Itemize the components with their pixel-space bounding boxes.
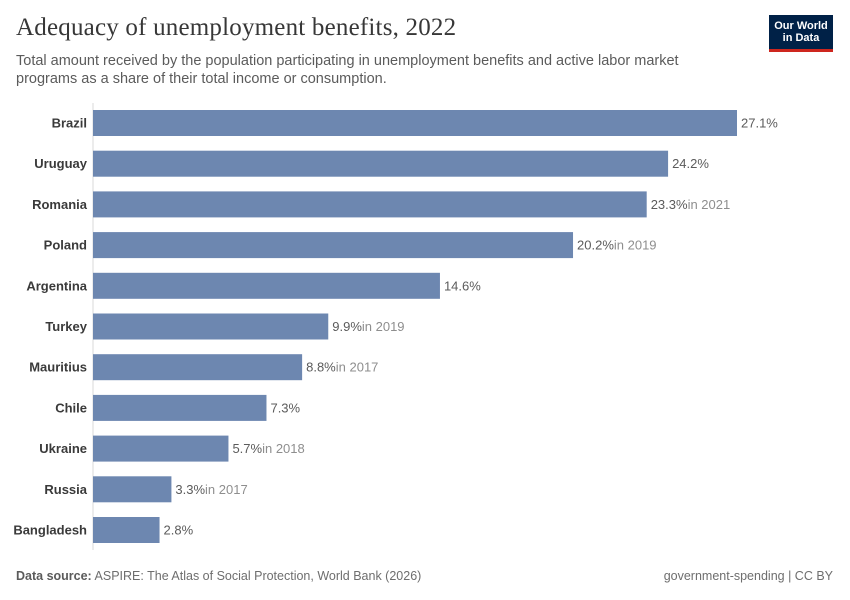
year-note: in 2019	[614, 238, 657, 253]
logo-line-2: in Data	[782, 32, 820, 44]
category-label: Uruguay	[34, 156, 88, 171]
data-source-link[interactable]: ASPIRE: The Atlas of Social Protection, …	[94, 569, 422, 583]
year-note: in 2019	[362, 319, 405, 334]
bar	[93, 354, 303, 381]
category-label: Romania	[32, 197, 88, 212]
value-label: 8.8%in 2017	[306, 360, 378, 375]
value-label: 2.8%	[164, 523, 194, 538]
category-label: Chile	[55, 400, 87, 415]
value-label: 3.3%in 2017	[175, 482, 247, 497]
owid-logo[interactable]: Our World in Data	[769, 15, 833, 52]
category-label: Bangladesh	[13, 523, 87, 538]
value-label: 23.3%in 2021	[651, 197, 731, 212]
category-label: Brazil	[52, 116, 87, 131]
bar	[93, 191, 647, 218]
category-label: Turkey	[45, 319, 87, 334]
value-label: 20.2%in 2019	[577, 238, 657, 253]
logo-line-1: Our World	[774, 20, 828, 32]
year-note: in 2017	[336, 360, 379, 375]
value-label: 9.9%in 2019	[332, 319, 404, 334]
value-label: 24.2%	[672, 156, 709, 171]
bar	[93, 313, 329, 340]
category-label: Russia	[44, 482, 87, 497]
value-label: 27.1%	[741, 116, 778, 131]
bar	[93, 517, 160, 543]
bar	[93, 435, 229, 462]
license-note[interactable]: government-spending | CC BY	[663, 569, 833, 583]
category-label: Poland	[44, 238, 87, 253]
value-label: 7.3%	[270, 400, 300, 415]
bar	[93, 110, 737, 136]
value-label: 14.6%	[444, 278, 481, 293]
bar	[93, 394, 267, 421]
bar	[93, 150, 669, 177]
bar	[93, 232, 574, 259]
category-label: Ukraine	[39, 441, 87, 456]
data-source: Data source: ASPIRE: The Atlas of Social…	[16, 569, 421, 583]
year-note: in 2017	[205, 482, 248, 497]
data-source-label: Data source:	[16, 569, 92, 583]
chart-subtitle: Total amount received by the population …	[16, 53, 679, 87]
value-label: 5.7%in 2018	[232, 441, 304, 456]
category-label: Mauritius	[29, 360, 87, 375]
chart-title: Adequacy of unemployment benefits, 2022	[16, 14, 457, 41]
year-note: in 2018	[262, 441, 305, 456]
category-label: Argentina	[26, 278, 87, 293]
bar	[93, 476, 172, 503]
bar	[93, 272, 440, 299]
year-note: in 2021	[688, 197, 731, 212]
